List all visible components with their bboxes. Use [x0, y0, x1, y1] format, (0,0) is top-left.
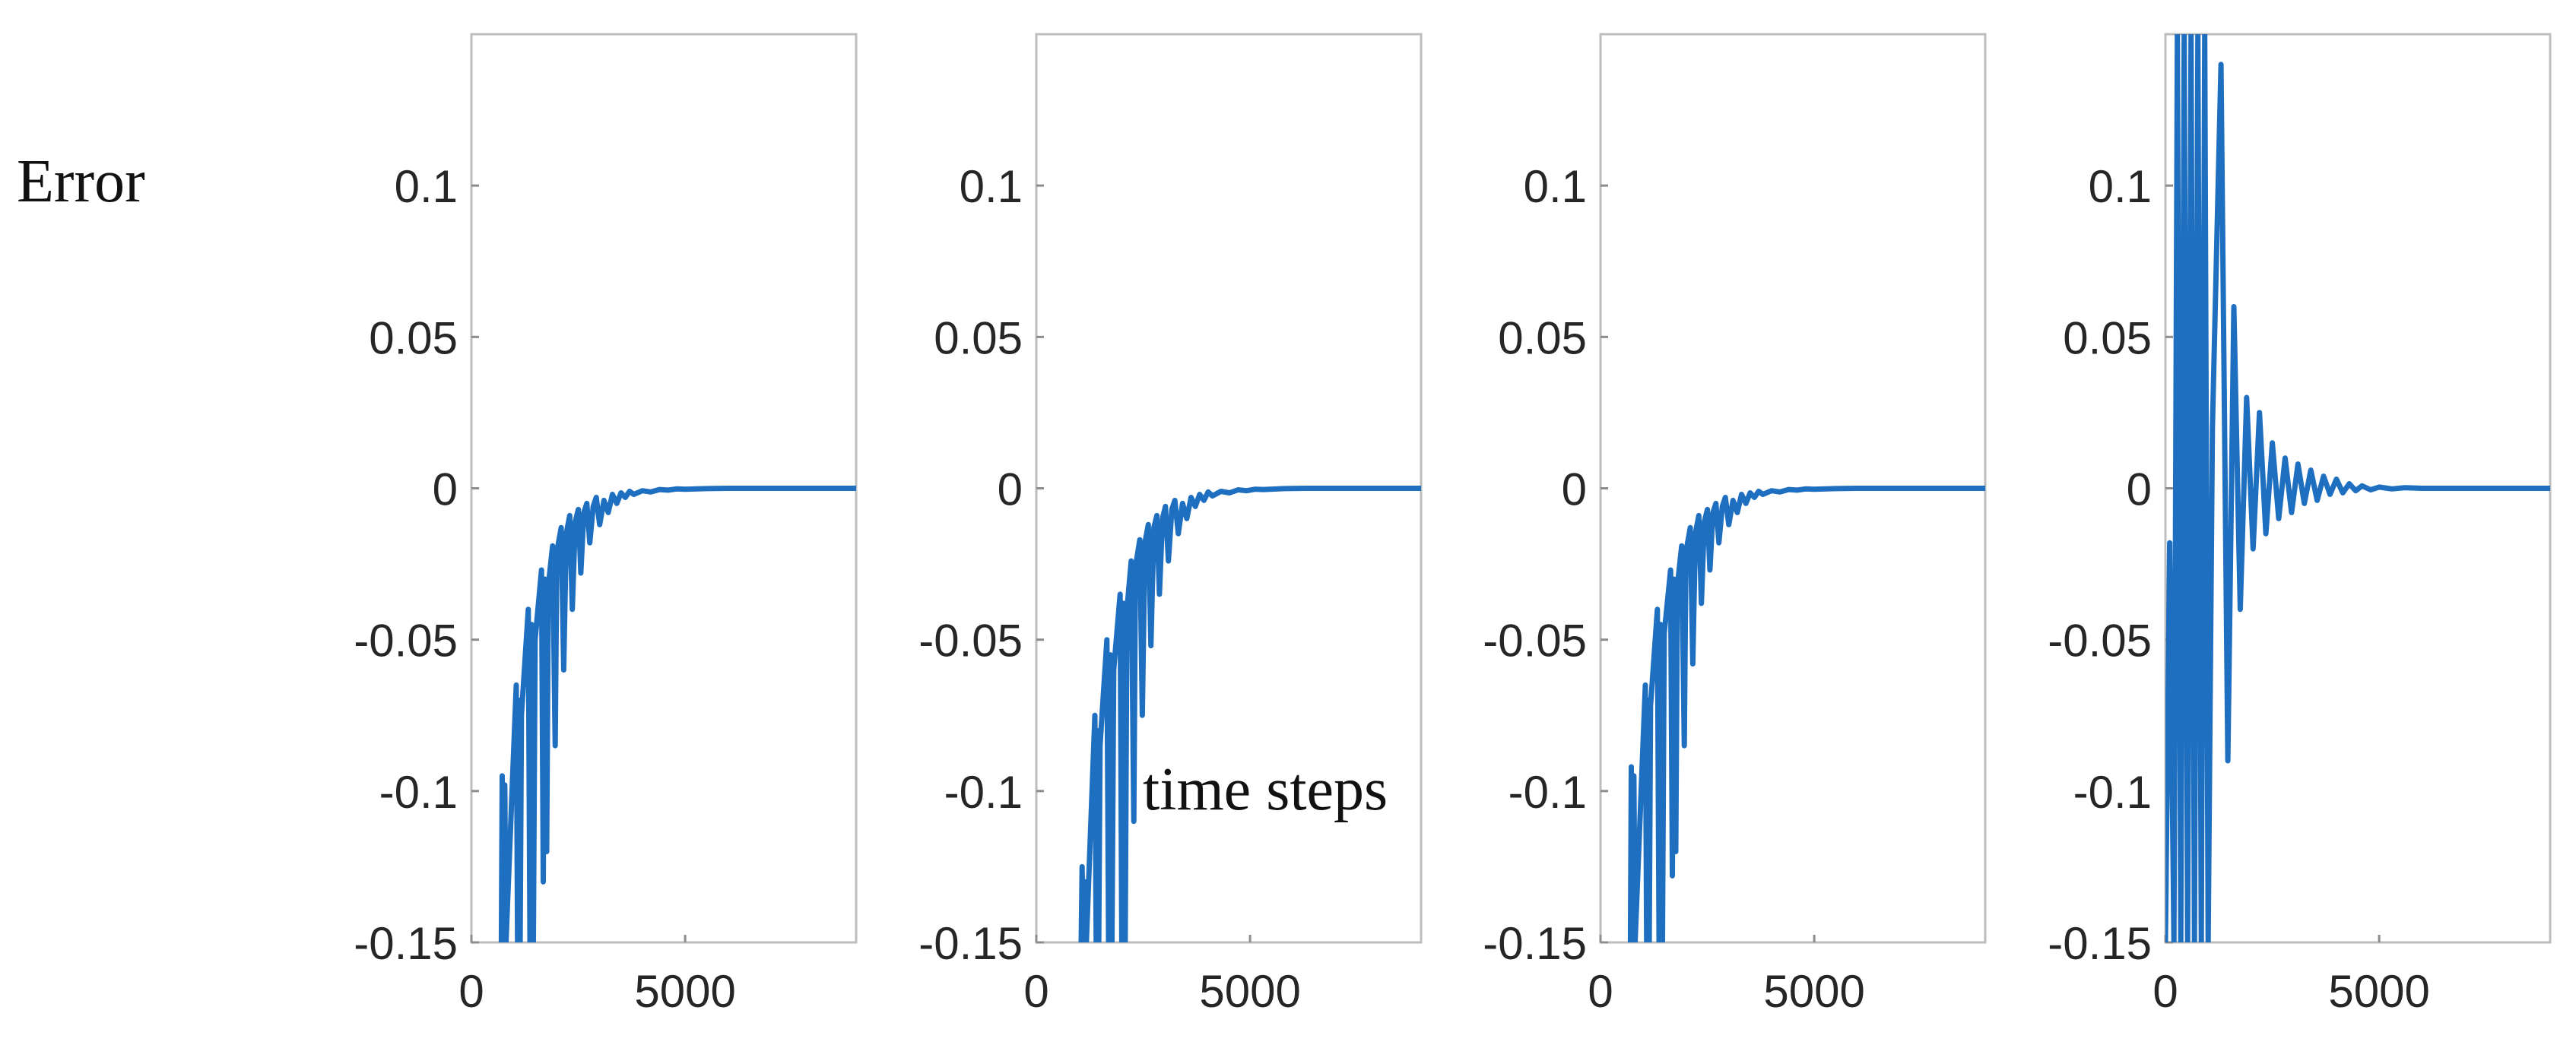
- x-tick-label: 5000: [2328, 966, 2429, 1017]
- y-tick-label: 0.05: [934, 312, 1023, 363]
- y-tick-label: -0.15: [918, 918, 1023, 969]
- y-tick-label: -0.1: [1508, 767, 1587, 818]
- y-tick-label: 0.1: [395, 161, 458, 212]
- x-tick-label: 0: [1023, 966, 1048, 1017]
- y-tick-label: -0.1: [944, 767, 1023, 818]
- y-tick-label: -0.15: [2048, 918, 2152, 969]
- y-axis-label: Error: [17, 148, 145, 215]
- x-axis-label: time steps: [1143, 756, 1388, 823]
- y-tick-label: -0.05: [2048, 616, 2152, 667]
- series-line: [1627, 486, 1985, 942]
- x-tick-label: 0: [2152, 966, 2178, 1017]
- series-line: [1078, 486, 1421, 942]
- x-tick-label: 5000: [1763, 966, 1864, 1017]
- subplot-3: 0.10.050-0.05-0.1-0.150 5000: [1483, 33, 1987, 1017]
- y-tick-label: -0.05: [354, 616, 458, 667]
- y-tick-label: 0.1: [1524, 161, 1587, 212]
- x-tick-label: 0: [1588, 966, 1613, 1017]
- x-tick-label: 0: [458, 966, 484, 1017]
- y-tick-label: 0: [2127, 464, 2152, 515]
- y-tick-label: 0.05: [2063, 312, 2152, 363]
- y-tick-label: 0.05: [369, 312, 458, 363]
- y-tick-label: 0.05: [1498, 312, 1587, 363]
- y-tick-label: -0.15: [354, 918, 458, 969]
- y-tick-label: 0: [1562, 464, 1587, 515]
- x-tick-label: 5000: [634, 966, 735, 1017]
- series-line: [498, 486, 856, 942]
- y-tick-label: -0.15: [1483, 918, 1587, 969]
- y-tick-label: -0.1: [2073, 767, 2152, 818]
- series-line: [2165, 34, 2550, 942]
- y-tick-label: 0.1: [960, 161, 1023, 212]
- x-tick-label: 5000: [1199, 966, 1300, 1017]
- y-tick-label: -0.1: [379, 767, 458, 818]
- subplot-4: 0.10.050-0.05-0.1-0.150 5000: [2048, 33, 2552, 1017]
- y-tick-label: 0.1: [2089, 161, 2152, 212]
- subplot-1: 0.10.050-0.05-0.1-0.150 5000: [354, 33, 858, 1017]
- y-tick-label: 0: [433, 464, 458, 515]
- subplot-2: 0.10.050-0.05-0.1-0.150 5000: [918, 33, 1423, 1017]
- y-tick-label: -0.05: [918, 616, 1023, 667]
- panels-group: 0.10.050-0.05-0.1-0.150 50000.10.050-0.05…: [354, 33, 2552, 1017]
- y-tick-label: 0: [998, 464, 1023, 515]
- y-tick-label: -0.05: [1483, 616, 1587, 667]
